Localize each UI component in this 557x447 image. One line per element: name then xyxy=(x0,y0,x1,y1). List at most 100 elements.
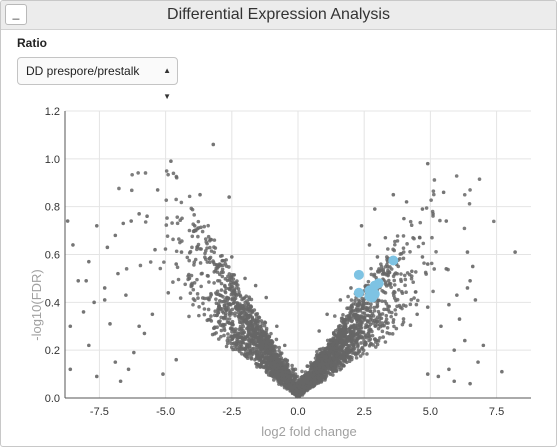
data-point[interactable] xyxy=(212,281,216,285)
data-point[interactable] xyxy=(492,219,496,224)
data-point[interactable] xyxy=(377,267,381,271)
data-point[interactable] xyxy=(206,234,211,239)
data-point[interactable] xyxy=(473,298,478,302)
data-point[interactable] xyxy=(408,219,413,224)
data-point[interactable] xyxy=(203,257,208,261)
data-point[interactable] xyxy=(164,198,169,202)
data-point[interactable] xyxy=(393,242,397,247)
data-point[interactable] xyxy=(211,260,216,265)
data-point[interactable] xyxy=(465,286,470,290)
data-point[interactable] xyxy=(361,299,366,304)
data-point[interactable] xyxy=(92,300,96,305)
data-point[interactable] xyxy=(350,318,355,323)
data-point[interactable] xyxy=(221,315,226,320)
data-point[interactable] xyxy=(191,297,196,301)
data-point[interactable] xyxy=(205,260,210,264)
data-point[interactable] xyxy=(196,234,200,239)
data-point[interactable] xyxy=(341,313,345,317)
data-point[interactable] xyxy=(219,334,223,339)
data-point[interactable] xyxy=(81,310,86,314)
data-point[interactable] xyxy=(143,220,148,224)
data-point[interactable] xyxy=(373,345,378,349)
data-point[interactable] xyxy=(500,369,504,374)
data-point[interactable] xyxy=(208,245,212,250)
data-point[interactable] xyxy=(386,307,391,312)
data-point[interactable] xyxy=(223,290,228,295)
data-point[interactable] xyxy=(264,295,269,300)
data-point[interactable] xyxy=(294,391,299,395)
data-point[interactable] xyxy=(276,376,281,381)
data-point[interactable] xyxy=(94,224,99,228)
data-point[interactable] xyxy=(255,362,260,366)
data-point[interactable] xyxy=(331,356,336,361)
data-point[interactable] xyxy=(245,352,249,357)
data-point[interactable] xyxy=(192,260,197,265)
data-point[interactable] xyxy=(264,341,269,346)
data-point[interactable] xyxy=(190,207,195,212)
data-point[interactable] xyxy=(262,320,267,324)
data-point[interactable] xyxy=(174,262,179,266)
data-point[interactable] xyxy=(444,219,449,223)
data-point[interactable] xyxy=(76,279,81,283)
data-point[interactable] xyxy=(415,298,420,303)
data-point[interactable] xyxy=(402,273,407,278)
data-point[interactable] xyxy=(413,290,418,294)
data-point[interactable] xyxy=(364,334,369,338)
data-point[interactable] xyxy=(317,380,322,384)
data-point[interactable] xyxy=(232,273,237,277)
data-point[interactable] xyxy=(238,343,243,347)
data-point[interactable] xyxy=(174,357,179,362)
data-point[interactable] xyxy=(455,293,459,297)
data-point[interactable] xyxy=(404,200,409,204)
data-point[interactable] xyxy=(352,325,356,330)
data-point[interactable] xyxy=(352,312,356,317)
data-point[interactable] xyxy=(220,258,225,263)
data-point[interactable] xyxy=(216,264,221,269)
data-point[interactable] xyxy=(392,283,397,287)
data-point[interactable] xyxy=(457,317,462,321)
data-point[interactable] xyxy=(129,219,133,223)
data-point[interactable] xyxy=(196,296,200,300)
data-point[interactable] xyxy=(405,242,409,246)
data-point[interactable] xyxy=(132,350,136,355)
data-point[interactable] xyxy=(351,348,356,352)
data-point[interactable] xyxy=(344,330,349,335)
data-point[interactable] xyxy=(179,200,184,205)
data-point[interactable] xyxy=(391,291,396,295)
data-point[interactable] xyxy=(377,270,382,274)
data-point[interactable] xyxy=(183,282,188,287)
data-point[interactable] xyxy=(175,215,180,219)
data-point[interactable] xyxy=(247,332,251,337)
data-point[interactable] xyxy=(350,305,355,310)
data-point[interactable] xyxy=(380,312,385,316)
data-point[interactable] xyxy=(390,310,394,315)
data-point[interactable] xyxy=(71,243,75,247)
data-point[interactable] xyxy=(384,313,389,318)
data-point[interactable] xyxy=(239,335,244,340)
data-point[interactable] xyxy=(240,347,245,352)
data-point[interactable] xyxy=(275,324,279,329)
data-point[interactable] xyxy=(211,326,216,331)
data-point[interactable] xyxy=(225,338,230,343)
data-point[interactable] xyxy=(283,384,287,388)
data-point[interactable] xyxy=(230,307,235,312)
data-point[interactable] xyxy=(395,234,400,238)
data-point[interactable] xyxy=(347,318,352,323)
highlighted-point[interactable] xyxy=(388,255,399,266)
data-point[interactable] xyxy=(269,340,274,345)
data-point[interactable] xyxy=(263,356,267,360)
data-point[interactable] xyxy=(113,233,118,238)
data-point[interactable] xyxy=(409,223,414,228)
data-point[interactable] xyxy=(434,249,438,254)
data-point[interactable] xyxy=(431,289,435,294)
data-point[interactable] xyxy=(463,338,467,343)
data-point[interactable] xyxy=(249,309,254,314)
data-point[interactable] xyxy=(231,341,236,346)
data-point[interactable] xyxy=(137,212,141,216)
data-point[interactable] xyxy=(325,312,329,317)
data-point[interactable] xyxy=(357,302,361,307)
data-point[interactable] xyxy=(179,250,184,254)
data-point[interactable] xyxy=(164,223,169,227)
data-point[interactable] xyxy=(295,374,300,379)
data-point[interactable] xyxy=(229,292,234,297)
